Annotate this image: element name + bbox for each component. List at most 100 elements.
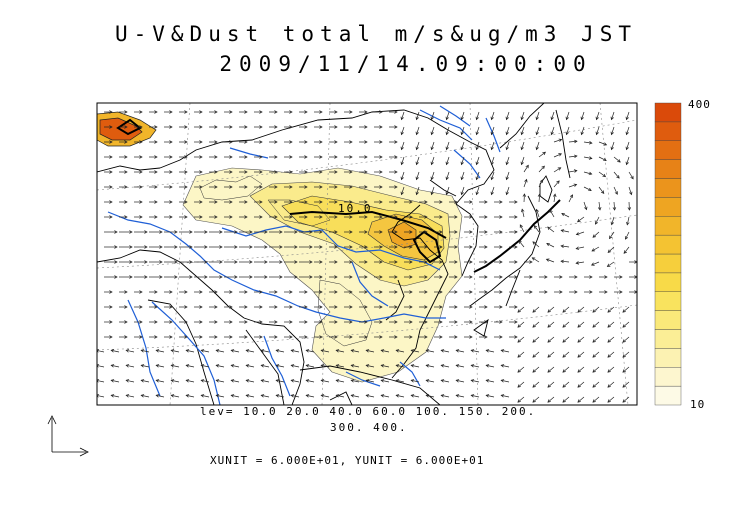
wind-vector-head (559, 275, 563, 279)
wind-vector-head (560, 244, 565, 248)
wind-vector-head (454, 275, 458, 279)
wind-vector (598, 156, 607, 161)
wind-vector-head (274, 200, 278, 204)
wind-vector (171, 364, 180, 368)
wind-vector (562, 306, 570, 313)
wind-vector-head (320, 394, 325, 398)
wind-vector-head (364, 125, 368, 129)
wind-vector-head (499, 245, 503, 249)
wind-vector-head (517, 354, 521, 358)
wind-vector-head (520, 131, 524, 136)
wind-vector-head (394, 230, 398, 234)
wind-vector-head (129, 245, 133, 249)
wind-vector-head (592, 384, 596, 388)
wind-vector (381, 379, 390, 383)
wind-vector-head (614, 191, 618, 195)
wind-vector-head (484, 275, 488, 279)
wind-vector-head (454, 200, 458, 204)
wind-vector (538, 165, 545, 173)
wind-vector-head (460, 131, 464, 136)
wind-vector (111, 364, 120, 368)
wind-vector (336, 379, 345, 383)
wind-vector-head (309, 230, 313, 234)
wind-vector-head (365, 379, 370, 383)
wind-vector-head (454, 290, 458, 294)
wind-vector-head (602, 173, 607, 178)
wind-vector-head (588, 171, 593, 176)
wind-vector-head (109, 290, 113, 294)
wind-vector-head (274, 155, 278, 159)
wind-vector-head (395, 394, 400, 398)
wind-vector-head (455, 349, 460, 353)
wind-vector-head (154, 290, 158, 294)
wind-vector (501, 364, 510, 368)
wind-vector-head (606, 263, 611, 267)
wind-vector-head (214, 110, 218, 114)
wind-vector (562, 351, 570, 358)
wind-vector-head (379, 110, 383, 114)
wind-vector-head (439, 275, 443, 279)
wind-vector-head (169, 335, 173, 339)
wind-vector-head (219, 245, 223, 249)
wind-vector (351, 364, 360, 368)
wind-vector (532, 306, 540, 313)
wind-vector-head (607, 324, 611, 328)
wind-vector-head (124, 335, 128, 339)
wind-vector (577, 396, 585, 403)
wind-vector (216, 379, 225, 383)
wind-vector-head (470, 364, 475, 368)
wind-vector-head (129, 275, 133, 279)
wind-vector-head (380, 394, 385, 398)
wind-vector-head (440, 349, 445, 353)
wind-vector (613, 186, 618, 195)
wind-vector (491, 156, 495, 165)
wind-vector-head (334, 125, 338, 129)
wind-vector-head (394, 200, 398, 204)
wind-vector-head (109, 335, 113, 339)
wind-vector-head (129, 230, 133, 234)
wind-vector-head (264, 275, 268, 279)
wind-vector-head (124, 290, 128, 294)
wind-vector (577, 306, 585, 313)
country-borders-and-coastlines (97, 103, 571, 405)
wind-vector (351, 379, 360, 383)
wind-vector-head (623, 250, 627, 254)
wind-vector-head (529, 290, 533, 294)
wind-vector (553, 139, 562, 143)
wind-vector-head (169, 290, 173, 294)
wind-vector-head (349, 290, 353, 294)
colorbar-max-label: 400 (688, 98, 711, 111)
wind-vector-head (350, 349, 355, 353)
wind-vector (547, 381, 555, 388)
wind-vector (216, 349, 225, 353)
wind-vector-head (520, 146, 524, 151)
wind-vector-head (244, 290, 248, 294)
wind-vector-head (319, 260, 323, 264)
wind-vector-head (460, 191, 464, 196)
wind-vector-head (424, 215, 428, 219)
wind-vector-head (214, 170, 218, 174)
wind-vector-head (547, 309, 551, 313)
wind-vector-head (264, 260, 268, 264)
wind-vector (566, 126, 570, 135)
wind-vector-head (616, 175, 620, 179)
wind-vector-head (305, 364, 310, 368)
wind-vector-head (140, 379, 145, 383)
wind-vector-head (174, 260, 178, 264)
wind-vector-head (174, 230, 178, 234)
wind-vector (607, 381, 615, 388)
wind-vector-head (140, 349, 145, 353)
map-graticule (97, 103, 637, 405)
wind-vector-head (364, 140, 368, 144)
wind-vector-head (460, 146, 464, 151)
wind-vector-head (470, 379, 475, 383)
wind-vector (622, 396, 630, 403)
wind-vector-head (129, 260, 133, 264)
wind-vector-head (259, 335, 263, 339)
wind-vector-head (475, 191, 479, 196)
wind-vector-head (469, 230, 473, 234)
wind-vector-head (200, 394, 205, 398)
wind-vector-head (547, 339, 551, 343)
colorbar-swatch (654, 234, 682, 255)
wind-vector-head (229, 215, 233, 219)
